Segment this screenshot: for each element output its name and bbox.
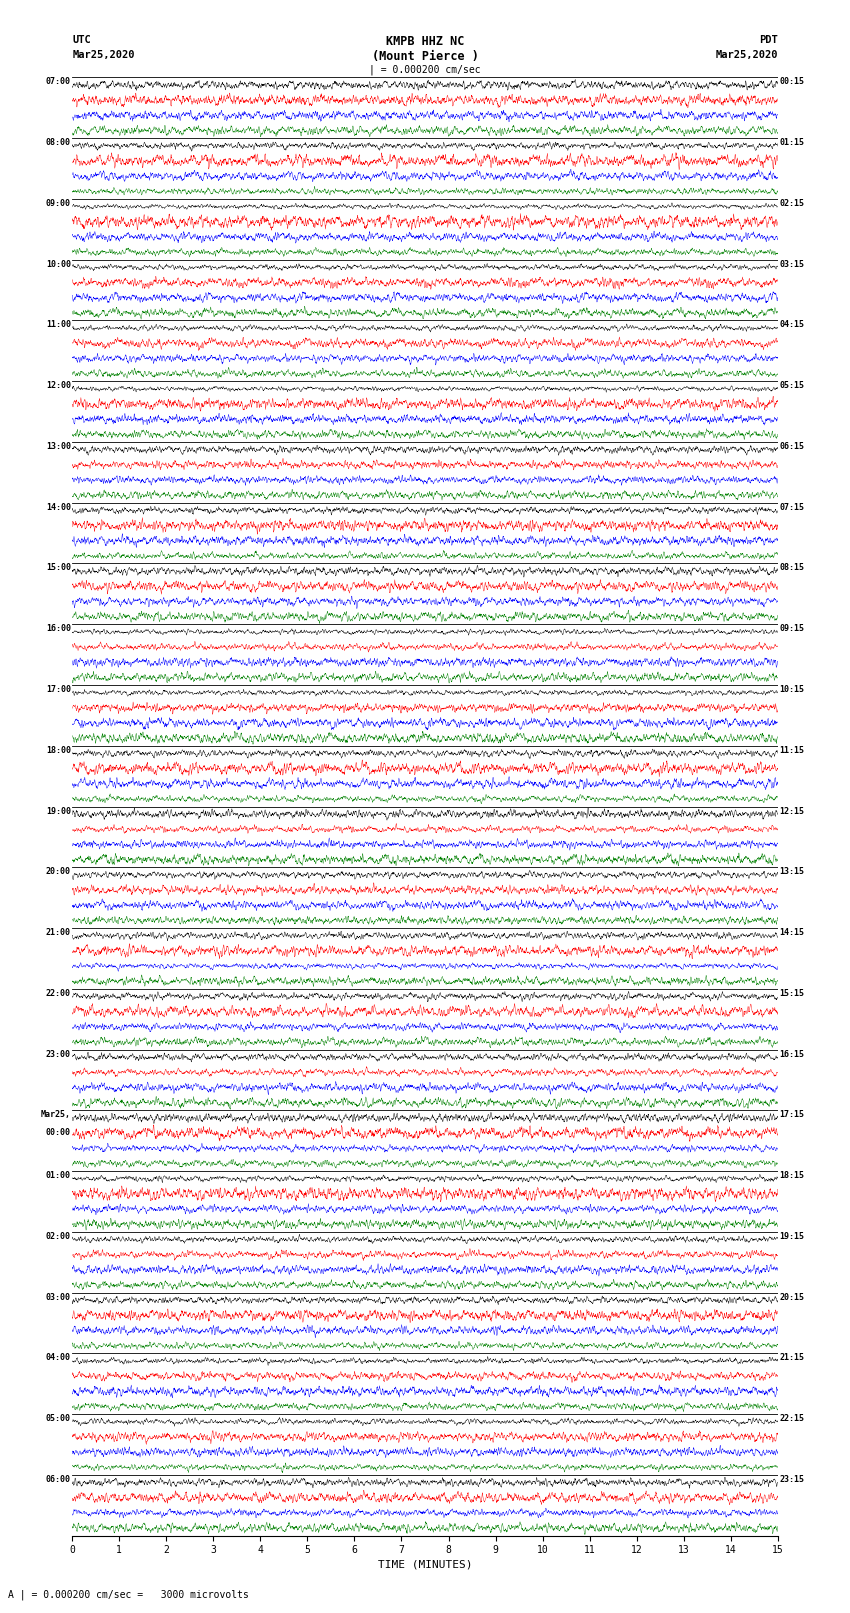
- Text: 12:15: 12:15: [779, 806, 804, 816]
- Text: 11:00: 11:00: [46, 321, 71, 329]
- Text: 18:00: 18:00: [46, 745, 71, 755]
- Text: 12:00: 12:00: [46, 381, 71, 390]
- Text: 16:00: 16:00: [46, 624, 71, 634]
- Text: 09:00: 09:00: [46, 198, 71, 208]
- Text: 22:00: 22:00: [46, 989, 71, 998]
- Text: PDT: PDT: [759, 35, 778, 45]
- Text: UTC: UTC: [72, 35, 91, 45]
- Text: 19:00: 19:00: [46, 806, 71, 816]
- Text: 23:15: 23:15: [779, 1474, 804, 1484]
- Text: 21:15: 21:15: [779, 1353, 804, 1363]
- Text: 13:15: 13:15: [779, 868, 804, 876]
- Text: 03:15: 03:15: [779, 260, 804, 269]
- Text: 05:15: 05:15: [779, 381, 804, 390]
- Text: 06:00: 06:00: [46, 1474, 71, 1484]
- Text: 21:00: 21:00: [46, 927, 71, 937]
- Text: 20:15: 20:15: [779, 1292, 804, 1302]
- Text: 15:15: 15:15: [779, 989, 804, 998]
- Text: 13:00: 13:00: [46, 442, 71, 452]
- Text: 15:00: 15:00: [46, 563, 71, 573]
- Text: 04:00: 04:00: [46, 1353, 71, 1363]
- Text: 02:15: 02:15: [779, 198, 804, 208]
- Text: 00:00: 00:00: [46, 1127, 71, 1137]
- Text: Mar25,: Mar25,: [41, 1110, 71, 1119]
- Text: 14:15: 14:15: [779, 927, 804, 937]
- Text: 03:00: 03:00: [46, 1292, 71, 1302]
- Text: 16:15: 16:15: [779, 1050, 804, 1058]
- Text: 17:00: 17:00: [46, 686, 71, 694]
- Text: KMPB HHZ NC: KMPB HHZ NC: [386, 35, 464, 48]
- Text: 07:15: 07:15: [779, 503, 804, 511]
- Text: 05:00: 05:00: [46, 1415, 71, 1423]
- Text: 01:15: 01:15: [779, 139, 804, 147]
- Text: 00:15: 00:15: [779, 77, 804, 87]
- Text: 20:00: 20:00: [46, 868, 71, 876]
- Text: 10:15: 10:15: [779, 686, 804, 694]
- Text: 09:15: 09:15: [779, 624, 804, 634]
- Text: 10:00: 10:00: [46, 260, 71, 269]
- Text: Mar25,2020: Mar25,2020: [72, 50, 135, 60]
- Text: 17:15: 17:15: [779, 1110, 804, 1119]
- Text: 22:15: 22:15: [779, 1415, 804, 1423]
- Text: 11:15: 11:15: [779, 745, 804, 755]
- Text: (Mount Pierce ): (Mount Pierce ): [371, 50, 479, 63]
- Text: A | = 0.000200 cm/sec =   3000 microvolts: A | = 0.000200 cm/sec = 3000 microvolts: [8, 1589, 249, 1600]
- Text: 14:00: 14:00: [46, 503, 71, 511]
- Text: 01:00: 01:00: [46, 1171, 71, 1181]
- Text: 04:15: 04:15: [779, 321, 804, 329]
- Text: 18:15: 18:15: [779, 1171, 804, 1181]
- Text: 02:00: 02:00: [46, 1232, 71, 1240]
- X-axis label: TIME (MINUTES): TIME (MINUTES): [377, 1560, 473, 1569]
- Text: Mar25,2020: Mar25,2020: [715, 50, 778, 60]
- Text: 19:15: 19:15: [779, 1232, 804, 1240]
- Text: 08:00: 08:00: [46, 139, 71, 147]
- Text: 07:00: 07:00: [46, 77, 71, 87]
- Text: 06:15: 06:15: [779, 442, 804, 452]
- Text: 08:15: 08:15: [779, 563, 804, 573]
- Text: | = 0.000200 cm/sec: | = 0.000200 cm/sec: [369, 65, 481, 76]
- Text: 23:00: 23:00: [46, 1050, 71, 1058]
